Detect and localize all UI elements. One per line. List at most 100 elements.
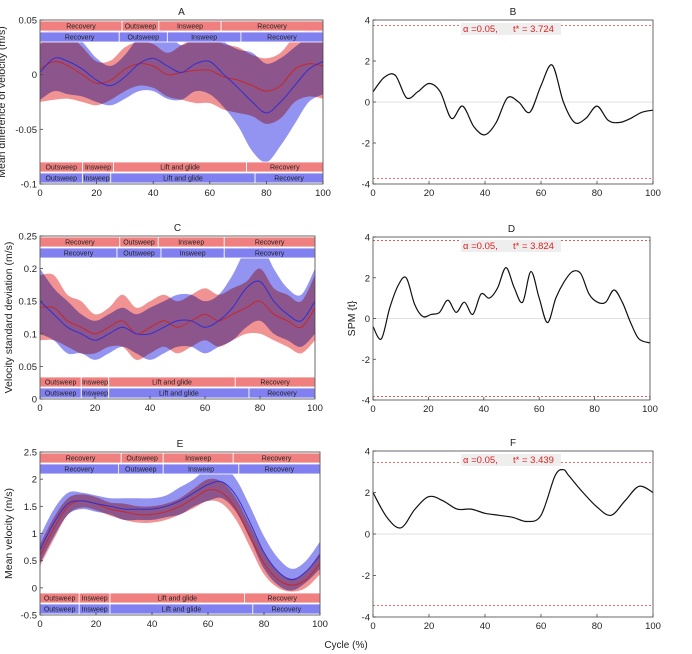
panel-d-alpha-label: α =0.05, [463, 241, 498, 252]
panel-c-phase-label-top-blue-3: Recovery [255, 251, 285, 258]
panel-d-annotation-bg [461, 240, 561, 252]
panel-c-ytick-label-4: 0.2 [24, 264, 37, 275]
panel-c-phase-label-top-blue-1: Outsweep [123, 251, 155, 258]
panel-e: Recovery Outsweep Insweep Recovery Recovery O… [3, 439, 328, 630]
panel-c-phase-label-bottom-red-1: Insweep [82, 380, 108, 387]
panel-f-xtick-label-0: 0 [370, 621, 375, 632]
panel-f-ytick-label-0: -4 [362, 613, 370, 624]
panel-a-phase-label-bottom-blue-3: Recovery [274, 176, 304, 183]
panel-d-spm-line [372, 266, 651, 344]
panel-f: α =0.05, t* = 3.439 0 20 40 60 80 100 -4 -2 0 2 4 F [362, 438, 661, 632]
panel-e-phase-label-bottom-blue-2: Lift and glide [162, 607, 202, 614]
panel-e-axes-frame [39, 451, 321, 616]
panel-a-phase-label-top-red-3: Recovery [257, 24, 287, 31]
x-axis-label: Cycle (%) [324, 640, 367, 651]
panel-e-phase-label-top-red-0: Recovery [66, 456, 96, 463]
panel-d: α =0.05, t* = 3.824 0 20 40 60 80 100 -4 -2 0 2 4 D SP… [346, 224, 658, 415]
panel-c-phase-label-top-red-2: Insweep [178, 240, 204, 247]
panel-e-xtick-label-3: 60 [203, 619, 214, 630]
panel-a-phase-label-bottom-red-3: Recovery [270, 165, 300, 172]
panel-d-ylabel: SPM {t} [346, 300, 358, 336]
panel-a-phase-label-bottom-blue-1: Insweep [84, 176, 110, 183]
panel-a-xtick-label-2: 40 [148, 188, 159, 199]
panel-c-xtick-label-4: 80 [255, 403, 266, 414]
panel-e-bands [40, 464, 320, 592]
panel-f-annotation-bg [461, 454, 561, 466]
panel-a-phase-label-bottom-blue-0: Outsweep [45, 176, 77, 183]
panel-c-ytick-label-1: 0.05 [19, 362, 38, 373]
panel-b-ytick-label-3: 2 [365, 57, 370, 68]
panel-e-ytick-label-0: -0.5 [21, 611, 37, 622]
panel-d-ytick-label-0: -4 [362, 396, 370, 407]
panel-e-ytick-label-1: 0 [32, 583, 37, 594]
panel-d-title: D [508, 224, 515, 235]
panel-d-xtick-label-3: 60 [534, 404, 545, 415]
panel-c-ylabel: Velocity standard deviation (m/s) [3, 242, 15, 394]
panel-e-ylabel: Mean velocity (m/s) [3, 488, 15, 579]
panel-e-phase-label-bottom-blue-3: Recovery [272, 607, 302, 614]
panel-c-bands [40, 241, 315, 361]
panel-c-phase-label-top-red-1: Outsweep [123, 240, 155, 247]
panel-e-ytick-label-4: 1.5 [24, 502, 37, 513]
panel-b-ytick-label-1: -2 [362, 139, 370, 150]
panel-c-phase-label-top-blue-0: Recovery [64, 251, 94, 258]
panel-d-xtick-label-5: 100 [642, 404, 658, 415]
panel-a-phase-label-top-blue-3: Recovery [267, 35, 297, 42]
panel-a-ytick-label-3: 0.05 [19, 16, 38, 27]
panel-f-spm-line [372, 469, 654, 529]
panel-b-ytick-label-4: 4 [365, 16, 370, 27]
panel-e-phase-label-bottom-blue-0: Outsweep [44, 607, 76, 614]
panel-a-ytick-label-0: -0.1 [21, 180, 37, 191]
panel-f-xtick-label-1: 20 [424, 621, 435, 632]
panel-f-tstar-label: t* = 3.439 [513, 455, 554, 466]
panel-f-alpha-label: α =0.05, [463, 455, 498, 466]
panel-c-phase-label-top-red-0: Recovery [65, 240, 95, 247]
panel-c-phase-label-bottom-blue-3: Recovery [267, 391, 297, 398]
panel-f-ytick-label-3: 2 [365, 488, 370, 499]
panel-c-red-mean-line [40, 300, 315, 335]
panel-f-xtick-label-5: 100 [645, 621, 661, 632]
panel-a-xtick-label-3: 60 [205, 188, 216, 199]
panel-c-blue-mean-line [40, 280, 315, 341]
panel-a-xtick-label-0: 0 [37, 188, 42, 199]
panel-c-xtick-label-3: 60 [200, 403, 211, 414]
panel-e-phase-label-bottom-red-0: Outsweep [44, 596, 76, 603]
panel-d-xtick-label-2: 40 [479, 404, 490, 415]
panel-a-xtick-label-4: 80 [261, 188, 272, 199]
panel-a-xtick-label-1: 20 [91, 188, 102, 199]
panel-e-blue-mean-line [40, 480, 320, 581]
panel-f-title: F [510, 438, 516, 449]
panel-e-phase-label-bottom-red-2: Lift and glide [157, 596, 197, 603]
panel-f-xtick-label-2: 40 [480, 621, 491, 632]
panel-e-phase-label-bottom-blue-1: Insweep [82, 607, 108, 614]
panel-e-phase-label-bottom-red-3: Recovery [267, 596, 297, 603]
panel-c-ytick-label-0: 0 [32, 395, 37, 406]
panel-b-alpha-label: α =0.05, [463, 24, 498, 35]
panel-c-xtick-label-2: 40 [145, 403, 156, 414]
panel-c-phase-label-top-blue-2: Insweep [180, 251, 206, 258]
panel-d-ytick-label-3: 2 [365, 273, 370, 284]
panel-a-phase-label-bottom-red-1: Insweep [85, 165, 111, 172]
panel-c-xtick-label-0: 0 [37, 403, 42, 414]
panel-a-ylabel: Mean difference of velocity (m/s) [0, 26, 8, 178]
panel-b-xtick-label-2: 40 [480, 188, 491, 199]
panel-a-blue-mean-line [40, 57, 323, 114]
panel-a-phase-label-bottom-red-2: Lift and glide [160, 165, 200, 172]
panel-a-phase-label-top-red-2: Insweep [177, 24, 203, 31]
panel-c-xtick-label-5: 100 [307, 403, 323, 414]
panel-d-xtick-label-0: 0 [370, 404, 375, 415]
panel-a-phase-label-top-blue-0: Recovery [65, 35, 95, 42]
panel-c-phase-label-bottom-red-2: Lift and glide [152, 380, 192, 387]
panel-c-ytick-label-5: 0.25 [19, 232, 38, 243]
panel-a-phase-label-top-blue-1: Outsweep [128, 35, 160, 42]
panel-b-xtick-label-4: 80 [592, 188, 603, 199]
panel-e-phase-label-top-red-2: Insweep [185, 456, 211, 463]
panel-a-phase-label-top-blue-2: Insweep [191, 35, 217, 42]
panel-e-phase-label-top-blue-1: Outsweep [125, 467, 157, 474]
panel-d-xtick-label-4: 80 [589, 404, 600, 415]
panel-e-xtick-label-4: 80 [259, 619, 270, 630]
panel-b-xtick-label-3: 60 [536, 188, 547, 199]
panel-a-bands [40, 23, 323, 163]
panel-a-ytick-label-2: 0 [32, 70, 37, 81]
